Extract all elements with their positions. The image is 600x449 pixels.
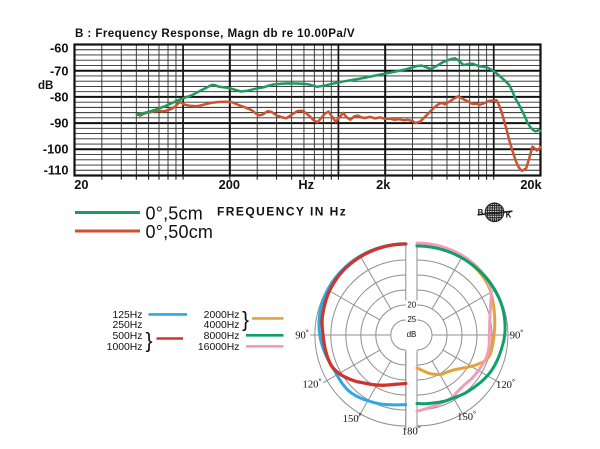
svg-text:250Hz: 250Hz	[112, 320, 142, 331]
svg-text:B : Frequency Response, Magn d: B : Frequency Response, Magn db re 10.00…	[75, 27, 355, 40]
svg-text:150°: 150°	[343, 411, 362, 425]
svg-text:-80: -80	[50, 90, 69, 105]
svg-text:1000Hz: 1000Hz	[107, 342, 143, 353]
svg-text:20: 20	[74, 177, 88, 192]
svg-text:2000Hz: 2000Hz	[204, 310, 240, 321]
svg-text:dB: dB	[407, 330, 417, 339]
svg-text:500Hz: 500Hz	[112, 331, 142, 342]
svg-text:125Hz: 125Hz	[112, 310, 142, 321]
svg-text:-110: -110	[44, 163, 69, 178]
svg-text:-70: -70	[50, 63, 69, 78]
svg-text:}: }	[146, 330, 153, 353]
svg-text:20k: 20k	[520, 177, 542, 192]
svg-text:150°: 150°	[457, 409, 476, 423]
svg-text:B: B	[478, 208, 484, 217]
svg-text:90°: 90°	[295, 328, 309, 342]
svg-text:dB: dB	[38, 80, 53, 92]
svg-text:K: K	[506, 211, 512, 220]
svg-text:8000Hz: 8000Hz	[204, 331, 240, 342]
svg-text:120°: 120°	[303, 377, 322, 391]
svg-text:20: 20	[407, 301, 416, 310]
svg-text:-90: -90	[50, 116, 69, 131]
svg-text:90°: 90°	[510, 328, 524, 342]
svg-text:-100: -100	[43, 142, 69, 157]
svg-text:0°,5cm: 0°,5cm	[146, 204, 203, 224]
svg-text:4000Hz: 4000Hz	[204, 320, 240, 331]
svg-text:120°: 120°	[496, 377, 515, 391]
svg-text:}: }	[242, 309, 249, 332]
svg-text:FREQUENCY IN Hz: FREQUENCY IN Hz	[217, 205, 347, 219]
svg-text:-60: -60	[50, 41, 69, 56]
svg-text:2k: 2k	[376, 177, 391, 192]
svg-text:0°,50cm: 0°,50cm	[146, 222, 214, 242]
svg-text:Hz: Hz	[298, 177, 314, 192]
svg-text:200: 200	[219, 177, 240, 192]
svg-text:16000Hz: 16000Hz	[198, 342, 240, 353]
svg-text:25: 25	[407, 315, 416, 324]
svg-text:180°: 180°	[402, 424, 421, 438]
